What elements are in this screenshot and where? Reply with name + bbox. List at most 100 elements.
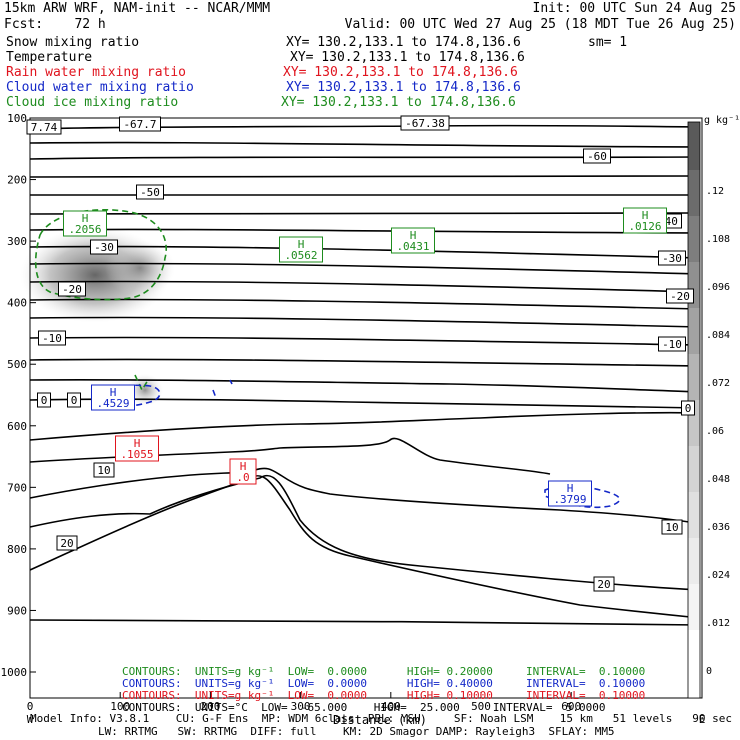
colorbar-tick-label: .084	[706, 330, 730, 341]
maximum-value: .0562	[284, 249, 317, 262]
temperature-contours	[29, 124, 701, 626]
temperature-label: -30	[90, 239, 118, 255]
temperature-label: 20	[593, 576, 615, 592]
colorbar-tick-label: .048	[706, 474, 730, 485]
temperature-label: -20	[666, 288, 694, 304]
temperature-label: 0	[67, 392, 81, 408]
x-tick-label: 200	[200, 700, 220, 713]
y-tick-label: 800	[7, 543, 27, 556]
maximum-value: .2056	[68, 223, 101, 236]
field-xy-cloudwater: XY= 130.2,133.1 to 174.8,136.6	[286, 80, 521, 95]
x-tick-label: 400	[381, 700, 401, 713]
y-tick-label: 900	[7, 604, 27, 617]
y-tick-label: 700	[7, 481, 27, 494]
field-xy-cloudice: XY= 130.2,133.1 to 174.8,136.6	[281, 95, 516, 110]
maximum-label: H.0431	[391, 227, 435, 254]
maximum-letter: H	[298, 238, 305, 251]
svg-text:0: 0	[685, 402, 692, 415]
colorbar-tick-label: 0	[706, 666, 712, 677]
svg-text:10: 10	[97, 464, 110, 477]
contour-info-ice: CONTOURS: UNITS=g kg⁻¹ LOW= 0.0000 HIGH=…	[122, 665, 646, 678]
svg-text:-67.7: -67.7	[123, 118, 156, 131]
contour-info-temp: CONTOURS: UNITS=°C LOW= -65.000 HIGH= 25…	[122, 701, 606, 714]
field-xy-temp: XY= 130.2,133.1 to 174.8,136.6	[290, 50, 525, 65]
colorbar	[687, 121, 701, 699]
temperature-label: -20	[58, 281, 86, 297]
temperature-label: -67.7	[119, 116, 161, 132]
temperature-label: 7.74	[26, 119, 62, 135]
svg-text:-50: -50	[140, 186, 160, 199]
x-end-label-west: W	[27, 713, 34, 726]
maximum-label: H.0	[229, 458, 257, 485]
maximum-letter: H	[642, 209, 649, 222]
temperature-label: -30	[658, 250, 686, 266]
maximum-letter: H	[134, 437, 141, 450]
svg-text:-20: -20	[62, 283, 82, 296]
forecast-hour: Fcst: 72 h	[4, 17, 106, 32]
temperature-label: 10	[661, 519, 683, 535]
maximum-value: .0126	[628, 220, 661, 233]
svg-text:-60: -60	[587, 150, 607, 163]
maximum-label: H.2056	[63, 210, 107, 237]
model-title: 15km ARW WRF, NAM-init -- NCAR/MMM	[4, 1, 271, 16]
colorbar-tick-label: .096	[706, 282, 730, 293]
y-tick-label: 100	[7, 112, 27, 125]
svg-text:-30: -30	[662, 252, 682, 265]
svg-text:0: 0	[41, 394, 48, 407]
y-tick-label: 1000	[1, 666, 28, 679]
maximum-label: H.4529	[91, 384, 135, 411]
field-name-cloudwater: Cloud water mixing ratio	[6, 80, 194, 95]
x-end-label-east: E	[699, 713, 706, 726]
colorbar-tick-label: .06	[706, 426, 724, 437]
svg-text:-67.38: -67.38	[405, 117, 445, 130]
maximum-label: H.1055	[115, 435, 159, 462]
temperature-label: -10	[658, 336, 686, 352]
model-info-line1: Model Info: V3.8.1 CU: G-F Ens MP: WDM 6…	[30, 712, 732, 725]
contour-info-rain: CONTOURS: UNITS=g kg⁻¹ LOW= 0.0000 HIGH=…	[122, 689, 646, 702]
y-tick-label: 400	[7, 297, 27, 310]
maximum-value: .0431	[396, 240, 429, 253]
init-time: Init: 00 UTC Sun 24 Aug 25	[532, 1, 737, 16]
temperature-label: -50	[136, 184, 164, 200]
svg-text:20: 20	[60, 537, 73, 550]
temperature-label: 10	[93, 462, 115, 478]
temperature-label: 0	[681, 400, 695, 416]
svg-text:10: 10	[665, 521, 678, 534]
svg-text:0: 0	[71, 394, 78, 407]
colorbar-unit: g kg⁻¹	[704, 115, 740, 126]
maximum-label: H.0562	[279, 236, 323, 263]
field-xy-rain: XY= 130.2,133.1 to 174.8,136.6	[283, 65, 518, 80]
maximum-letter: H	[567, 482, 574, 495]
maximum-label: H.0126	[623, 207, 667, 234]
plot-frame	[29, 117, 703, 699]
temperature-label: -67.38	[400, 115, 450, 131]
model-info-line2: LW: RRTMG SW: RRTMG DIFF: full KM: 2D Sm…	[98, 725, 615, 738]
svg-text:-10: -10	[662, 338, 682, 351]
label-layer: -67.7 -67.38-60-50-40-30-30-20-20-10 -100 0…	[26, 115, 695, 592]
colorbar-tick-label: .036	[706, 522, 730, 533]
svg-text:7.74: 7.74	[31, 121, 58, 134]
temperature-label: 20	[56, 535, 78, 551]
svg-text:20: 20	[597, 578, 610, 591]
y-tick-label: 500	[7, 358, 27, 371]
x-tick-label: 600	[561, 700, 581, 713]
colorbar-tick-label: .108	[706, 234, 730, 245]
x-tick-label: 500	[471, 700, 491, 713]
field-smooth: sm= 1	[588, 35, 628, 50]
x-tick-label: 300	[291, 700, 311, 713]
valid-time: Valid: 00 UTC Wed 27 Aug 25 (18 MDT Tue …	[344, 17, 736, 32]
maximum-letter: H	[410, 229, 417, 242]
maximum-letter: H	[240, 460, 247, 473]
maximum-value: .1055	[120, 448, 153, 461]
x-tick-label: 100	[110, 700, 130, 713]
field-name-snow: Snow mixing ratio	[6, 35, 140, 50]
y-tick-label: 600	[7, 420, 27, 433]
colorbar-tick-label: .012	[706, 618, 730, 629]
svg-text:-20: -20	[670, 290, 690, 303]
maximum-letter: H	[110, 386, 117, 399]
contour-info-water: CONTOURS: UNITS=g kg⁻¹ LOW= 0.0000 HIGH=…	[122, 677, 646, 690]
y-tick-label: 300	[7, 235, 27, 248]
field-xy-snow: XY= 130.2,133.1 to 174.8,136.6	[286, 35, 521, 50]
